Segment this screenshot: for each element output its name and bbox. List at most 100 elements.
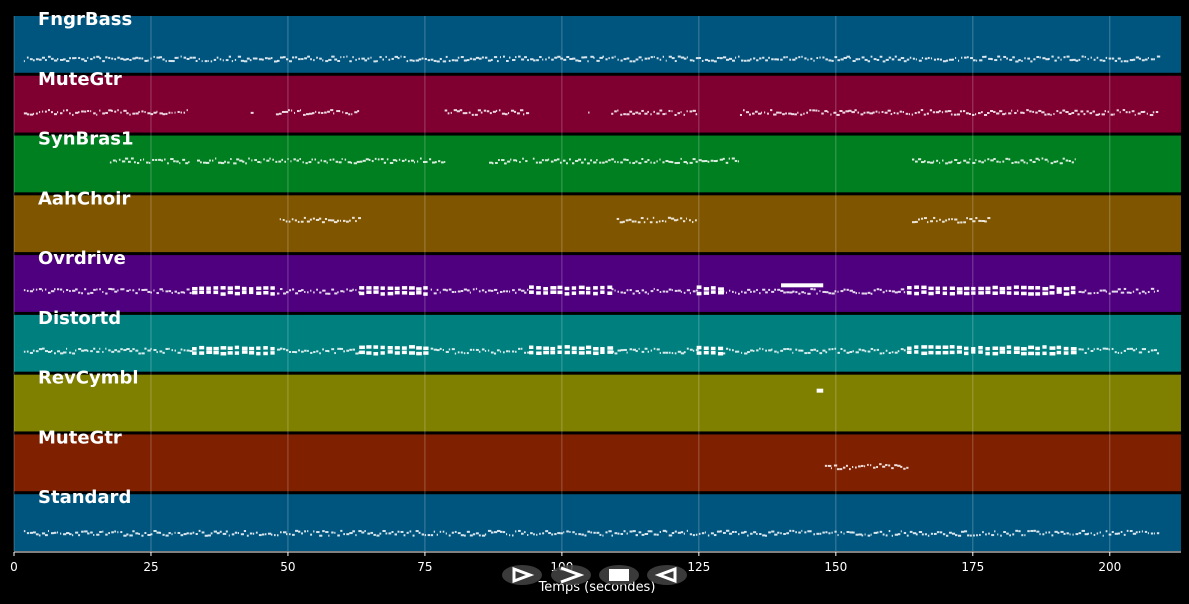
note bbox=[26, 113, 30, 116]
note bbox=[507, 160, 511, 163]
note bbox=[213, 346, 219, 351]
note bbox=[945, 162, 948, 165]
note bbox=[423, 292, 428, 296]
note bbox=[777, 531, 780, 534]
note bbox=[249, 346, 255, 351]
note bbox=[887, 109, 891, 112]
note bbox=[626, 532, 628, 535]
note bbox=[644, 347, 648, 350]
note bbox=[47, 350, 52, 353]
note bbox=[1072, 58, 1076, 61]
note bbox=[1086, 110, 1089, 113]
note bbox=[96, 113, 98, 116]
note bbox=[744, 291, 747, 294]
note bbox=[23, 350, 26, 353]
note bbox=[1141, 59, 1145, 62]
note bbox=[536, 286, 541, 290]
track-notes bbox=[824, 463, 909, 471]
note bbox=[324, 217, 328, 220]
note bbox=[988, 57, 992, 60]
note bbox=[388, 58, 391, 61]
note bbox=[786, 291, 790, 294]
note bbox=[722, 157, 725, 160]
note bbox=[912, 57, 915, 60]
note bbox=[953, 113, 957, 116]
note bbox=[273, 534, 276, 537]
note bbox=[454, 290, 457, 293]
note bbox=[53, 288, 56, 291]
note bbox=[924, 57, 928, 60]
rewind-button[interactable] bbox=[647, 565, 687, 585]
note bbox=[319, 352, 321, 355]
note bbox=[600, 350, 605, 355]
note bbox=[920, 109, 924, 112]
note bbox=[234, 351, 240, 355]
note bbox=[1153, 58, 1155, 61]
note bbox=[906, 58, 910, 61]
note bbox=[267, 57, 271, 60]
note bbox=[325, 60, 329, 63]
note bbox=[330, 109, 334, 112]
note bbox=[1111, 347, 1114, 350]
note bbox=[692, 349, 695, 352]
note bbox=[641, 158, 644, 161]
note bbox=[581, 56, 585, 59]
note bbox=[135, 292, 138, 295]
note bbox=[646, 217, 649, 220]
note bbox=[967, 534, 970, 537]
note bbox=[114, 58, 117, 61]
note bbox=[656, 533, 659, 536]
note bbox=[1105, 347, 1109, 350]
note bbox=[837, 351, 840, 354]
note bbox=[888, 351, 891, 354]
note bbox=[656, 112, 660, 115]
fast-forward-button[interactable] bbox=[551, 565, 591, 585]
note bbox=[593, 286, 598, 290]
note bbox=[270, 346, 275, 351]
note bbox=[168, 532, 171, 535]
note bbox=[484, 291, 487, 294]
play-button[interactable] bbox=[502, 565, 542, 585]
note bbox=[985, 533, 987, 536]
note bbox=[231, 533, 235, 536]
note bbox=[1111, 57, 1115, 60]
note bbox=[816, 349, 819, 352]
note bbox=[677, 161, 680, 164]
note bbox=[741, 290, 743, 293]
note bbox=[177, 292, 180, 295]
note bbox=[320, 159, 323, 162]
note bbox=[747, 59, 751, 62]
note bbox=[843, 349, 846, 352]
note bbox=[1104, 110, 1107, 113]
note bbox=[397, 530, 400, 533]
note bbox=[782, 113, 785, 116]
note bbox=[240, 533, 244, 536]
note bbox=[418, 531, 421, 534]
note bbox=[1060, 58, 1062, 61]
note bbox=[738, 350, 740, 353]
note bbox=[798, 531, 801, 534]
note bbox=[1119, 111, 1121, 114]
note bbox=[689, 161, 693, 164]
note bbox=[718, 351, 724, 356]
note bbox=[334, 292, 338, 295]
note bbox=[926, 112, 929, 115]
note bbox=[951, 160, 953, 163]
note bbox=[830, 467, 832, 470]
note bbox=[638, 292, 641, 295]
note bbox=[138, 57, 141, 60]
note bbox=[1012, 533, 1015, 536]
note bbox=[1132, 349, 1136, 352]
note bbox=[614, 55, 616, 58]
note bbox=[213, 290, 219, 295]
note bbox=[1035, 346, 1040, 351]
note bbox=[907, 350, 912, 354]
note bbox=[331, 348, 335, 351]
note bbox=[180, 534, 184, 537]
note bbox=[600, 285, 605, 290]
stop-button[interactable] bbox=[599, 565, 639, 585]
note bbox=[332, 158, 335, 161]
note bbox=[861, 534, 864, 537]
note bbox=[698, 159, 702, 162]
note bbox=[60, 288, 63, 291]
